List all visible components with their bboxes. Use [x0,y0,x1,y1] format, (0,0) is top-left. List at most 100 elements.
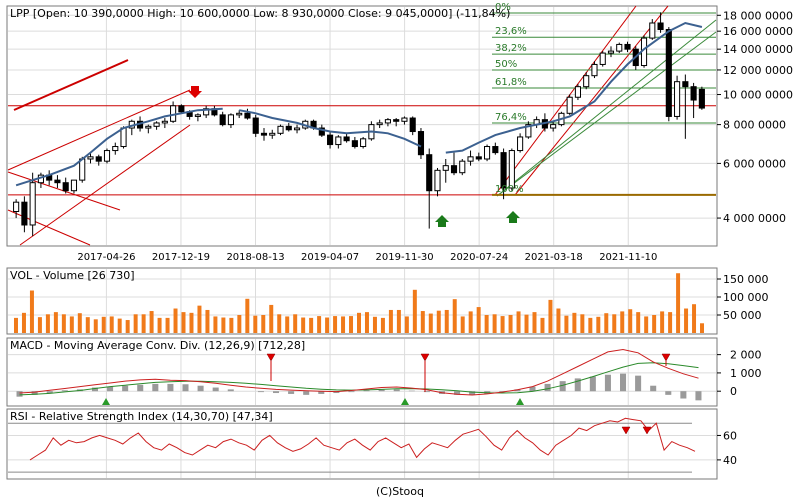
macd-histogram-bar [288,391,295,394]
candle-body [690,86,697,101]
candle-body [120,127,127,148]
macd-buy-marker-icon [401,398,409,405]
macd-histogram-bar [318,391,325,394]
buy-arrow-icon [506,211,520,223]
candle-body [550,124,557,129]
fib-labels: 0% 23,6% 38,2% 50% 61,8% 76,4% 100% [495,2,527,195]
volume-bar [588,317,593,333]
fib-level-label: 23,6% [495,26,527,37]
volume-bar [636,312,641,333]
candle-body [517,136,524,152]
macd-histogram-bar [107,386,114,392]
candle-body [21,201,28,226]
volume-bar [173,308,178,333]
macd-header: MACD - Moving Average Conv. Div. (12,26,… [10,339,305,352]
fib-fan-line [496,19,717,197]
volume-bar [261,315,266,333]
volume-bar [556,308,561,333]
volume-bar [325,317,330,333]
volume-bar [428,313,433,333]
rsi-markers [621,426,652,435]
candle-body [442,165,449,171]
macd-histogram [16,373,702,401]
volume-bar [572,312,577,333]
price-x-tick-label: 2020-07-24 [450,252,508,263]
volume-panel: 150 000 100 000 50 000 VOL - Volume [26 73… [6,267,769,335]
volume-bar [564,315,569,333]
volume-header: VOL - Volume [26 730] [10,269,135,282]
price-x-tick-label: 2018-08-13 [226,252,284,263]
candle-body [591,63,598,77]
macd-histogram-bar [363,390,370,392]
volume-bar [237,315,242,333]
volume-bar [660,311,665,333]
candle-body [219,114,226,126]
macd-histogram-bar [46,391,53,394]
candle-body [393,119,400,122]
macd-histogram-bar [61,390,68,392]
macd-histogram-bar [137,384,144,392]
macd-histogram-bar [122,385,129,392]
macd-histogram-bar [393,389,400,392]
rsi-line [29,417,696,461]
price-y-tick-label: 14 000 0000 [723,43,793,56]
volume-bar [53,312,58,333]
macd-histogram-bar [91,387,98,392]
candle-body [376,122,383,126]
macd-histogram-bar [454,391,461,395]
macd-histogram-bar [469,391,476,395]
macd-sell-marker-icon [266,353,276,362]
rsi-panel: 60 40 RSI - Relative Strength Index (14,3… [6,408,737,480]
volume-bar [364,312,369,333]
volume-bar [420,311,425,333]
volume-bar [620,311,625,333]
volume-bar [309,317,314,333]
volume-bar [77,313,82,333]
copyright-footer: (C)Stooq [376,485,424,498]
fib-level-label: 50% [495,59,517,70]
price-x-tick-label: 2019-11-30 [376,252,434,263]
macd-y-tick-label: 0 [730,385,737,398]
price-x-tick-label: 2019-04-07 [301,252,359,263]
candle-body [475,156,482,160]
volume-bar [676,273,681,333]
volume-bar [516,311,521,333]
macd-histogram-bar [227,389,234,392]
macd-histogram-bar [665,391,672,395]
volume-bar [165,317,170,333]
price-x-tick-label: 2021-03-18 [525,252,583,263]
volume-bar [101,316,106,333]
volume-bar [149,311,154,333]
rsi-y-tick-label: 60 [723,429,737,442]
candle-body [260,132,268,136]
candle-body [401,117,408,122]
volume-bar [476,307,481,333]
volume-bar [269,304,274,333]
volume-bar [436,310,441,333]
macd-histogram-bar [333,391,340,394]
macd-histogram-bar [695,391,702,401]
candle-body [434,169,441,192]
macd-histogram-bar [559,381,566,392]
moving-average-line [239,109,422,148]
volume-y-tick-label: 150 000 [723,273,769,286]
macd-histogram-bar [273,391,280,394]
macd-histogram-bar [423,391,430,393]
volume-bar [109,316,114,333]
candle-body [525,124,532,138]
candle-body [360,138,367,148]
candle-body [244,112,251,119]
volume-bar [333,316,338,333]
volume-y-tick-label: 100 000 [723,291,769,304]
candle-body [161,120,168,124]
volume-bar [293,314,298,333]
candle-body [103,150,111,162]
macd-histogram-bar [16,391,23,397]
candle-body [194,114,201,117]
sell-arrow-icon [188,86,202,98]
macd-histogram-bar [620,373,627,392]
rsi-line [29,417,696,461]
candle-body [335,136,342,146]
macd-histogram-bar [604,374,611,392]
